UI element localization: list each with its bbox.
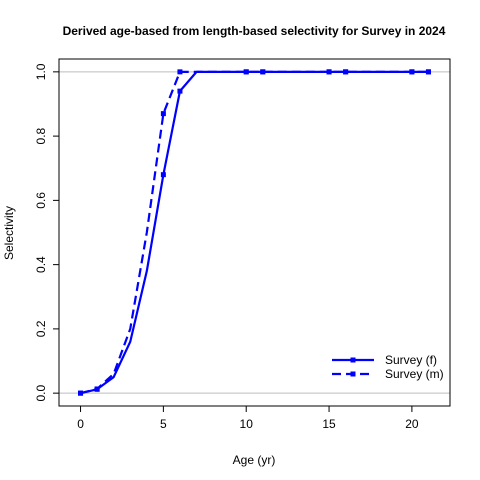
data-point [160,172,166,178]
data-point [343,69,349,75]
y-axis: 0.0 0.2 0.4 0.6 0.8 1.0 [34,63,59,401]
data-point [425,69,431,75]
x-tick-label: 15 [322,417,336,431]
data-point [177,88,183,94]
x-axis: 0 5 10 15 20 [77,406,419,431]
legend-label: Survey (f) [385,353,437,367]
data-point [326,69,332,75]
chart-title: Derived age-based from length-based sele… [63,24,446,38]
legend-item: Survey (m) [332,367,444,381]
x-axis-label: Age (yr) [233,453,276,467]
series-layer [78,69,431,396]
y-tick-label: 0.8 [34,127,48,144]
data-point [260,69,266,75]
legend-marker [350,357,356,363]
series-line [80,70,429,395]
y-tick-label: 0.2 [34,320,48,337]
legend-label: Survey (m) [385,367,444,381]
reference-lines [59,71,450,394]
legend: Survey (f)Survey (m) [332,353,444,381]
x-tick-label: 10 [240,417,254,431]
data-point [243,69,249,75]
legend-item: Survey (f) [332,353,437,367]
series-group [78,69,431,396]
y-tick-label: 1.0 [34,63,48,80]
y-tick-label: 0.0 [34,384,48,401]
data-point [94,386,100,392]
x-tick-label: 20 [405,417,419,431]
y-tick-label: 0.4 [34,256,48,273]
y-axis-label: Selectivity [2,206,16,260]
plot-frame [58,58,451,407]
series-group [78,69,431,396]
legend-marker [350,371,356,377]
data-point [409,69,415,75]
x-tick-label: 0 [77,417,84,431]
data-point [78,390,84,396]
y-tick-label: 0.6 [34,192,48,209]
data-point [160,111,166,117]
x-tick-label: 5 [160,417,167,431]
data-point [177,69,183,75]
series-line [80,70,429,395]
